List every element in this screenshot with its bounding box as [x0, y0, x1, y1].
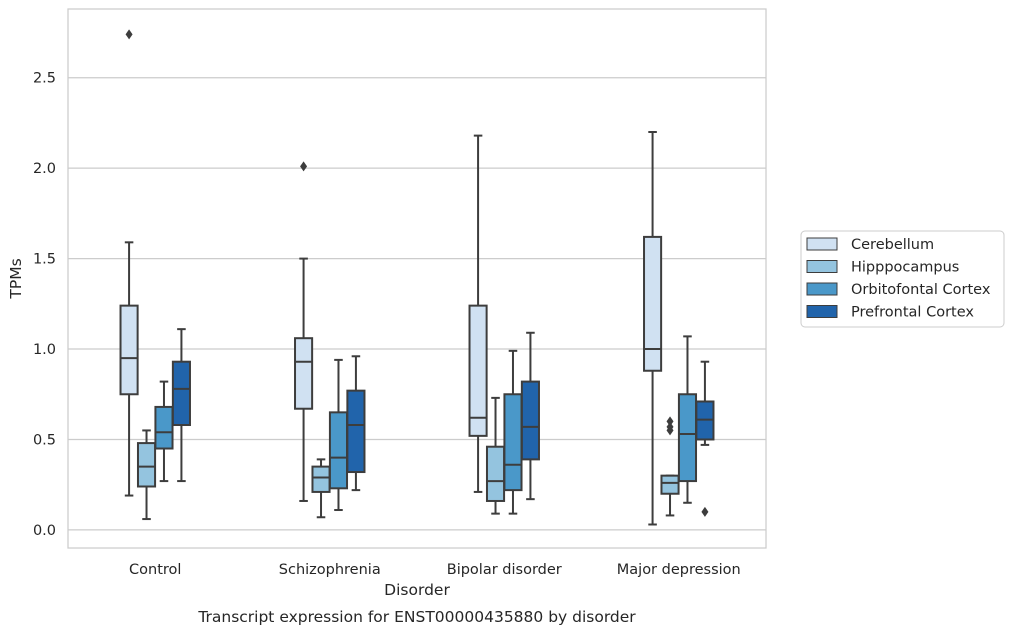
- box-3-2: [677, 335, 698, 504]
- x-axis-label: Disorder: [384, 581, 450, 599]
- outlier-point: [666, 421, 674, 432]
- box-iqr: [294, 337, 314, 410]
- box-1-3: [346, 355, 366, 492]
- legend: Cerebellum Hipppocampus Orbitofontal Corte…: [800, 230, 1005, 328]
- box-iqr: [520, 380, 540, 461]
- box-iqr: [136, 442, 157, 488]
- box-3-3: [695, 360, 715, 517]
- legend-swatch: [806, 260, 838, 273]
- y-tick-label: 2.5: [33, 71, 56, 87]
- x-tick-label: Schizophrenia: [279, 562, 381, 578]
- gridlines: [68, 77, 766, 531]
- y-tick-label: 0.5: [33, 432, 56, 448]
- box-1-0: [294, 161, 314, 502]
- outlier-point: [666, 416, 674, 427]
- box-0-3: [171, 328, 191, 483]
- box-iqr: [468, 304, 488, 437]
- plot-frame: [67, 8, 767, 549]
- legend-label: Orbitofontal Cortex: [851, 282, 991, 298]
- box-iqr: [119, 304, 139, 396]
- box-iqr: [643, 235, 663, 372]
- legend-swatch: [806, 305, 838, 318]
- x-tick-label: Major depression: [617, 562, 741, 578]
- box-iqr: [346, 389, 366, 474]
- y-tick-label: 0.0: [33, 523, 56, 539]
- legend-swatch: [806, 237, 838, 251]
- y-tick-label: 1.5: [33, 252, 56, 268]
- box-iqr: [677, 393, 698, 483]
- y-axis-label: TPMs: [7, 258, 25, 299]
- box-0-1: [136, 429, 157, 521]
- y-axis-ticks: 0.0 0.5 1.0 1.5 2.0 2.5: [33, 71, 56, 539]
- box-iqr: [171, 360, 191, 427]
- box-iqr: [485, 445, 506, 502]
- legend-label: Prefrontal Cortex: [851, 305, 974, 321]
- box-2-3: [520, 331, 540, 501]
- y-tick-label: 1.0: [33, 342, 56, 358]
- box-0-2: [154, 380, 174, 483]
- box-2-1: [485, 396, 506, 515]
- legend-swatch: [806, 282, 838, 296]
- box-3-1: [660, 416, 680, 517]
- box-2-2: [503, 349, 523, 515]
- x-tick-label: Control: [129, 562, 181, 578]
- box-iqr: [328, 411, 349, 490]
- box-plots: [119, 29, 715, 526]
- chart-caption: Transcript expression for ENST0000043588…: [197, 608, 636, 626]
- box-2-0: [468, 134, 488, 493]
- outlier-point: [125, 29, 133, 40]
- legend-label: Cerebellum: [851, 237, 934, 253]
- box-iqr: [154, 405, 174, 450]
- box-1-1: [311, 458, 331, 519]
- x-axis-ticks: Control Schizophrenia Bipolar disorder Majo…: [129, 562, 741, 578]
- y-tick-label: 2.0: [33, 161, 56, 177]
- box-iqr: [660, 474, 680, 495]
- legend-label: Hipppocampus: [851, 260, 959, 276]
- box-iqr: [503, 393, 523, 492]
- box-0-0: [119, 29, 139, 497]
- outlier-point: [701, 506, 709, 517]
- outlier-point: [300, 161, 308, 172]
- x-tick-label: Bipolar disorder: [447, 562, 562, 578]
- legend-frame: [800, 230, 1005, 328]
- box-3-0: [643, 130, 663, 526]
- box-iqr: [311, 465, 331, 493]
